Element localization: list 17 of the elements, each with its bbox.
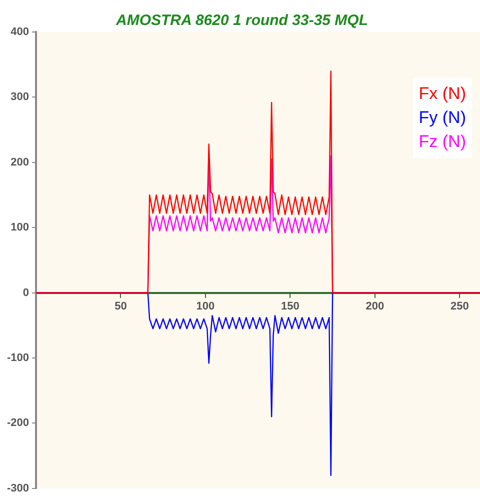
x-tick-label: 50 <box>114 300 127 312</box>
y-tick-label: 300 <box>10 91 30 104</box>
x-tick-label: 150 <box>281 300 300 312</box>
y-tick-label: -100 <box>6 352 30 364</box>
text: Fz (N) <box>418 131 466 153</box>
text: Fy (N) <box>418 107 466 129</box>
x-tick-label: 250 <box>450 300 469 312</box>
y-tick-label: 0 <box>22 286 30 299</box>
chart-title: AMOSTRA 8620 1 round 33-35 MQL <box>115 12 368 30</box>
x-tick-label: 200 <box>366 300 384 312</box>
x-tick-label: 100 <box>196 300 215 312</box>
y-tick-label: -200 <box>6 417 30 430</box>
text: Fx (N) <box>418 83 466 105</box>
y-tick-label: -300 <box>6 482 30 494</box>
y-tick-label: 100 <box>10 222 30 234</box>
y-tick-label: 400 <box>10 26 30 38</box>
y-tick-label: 200 <box>10 156 30 168</box>
